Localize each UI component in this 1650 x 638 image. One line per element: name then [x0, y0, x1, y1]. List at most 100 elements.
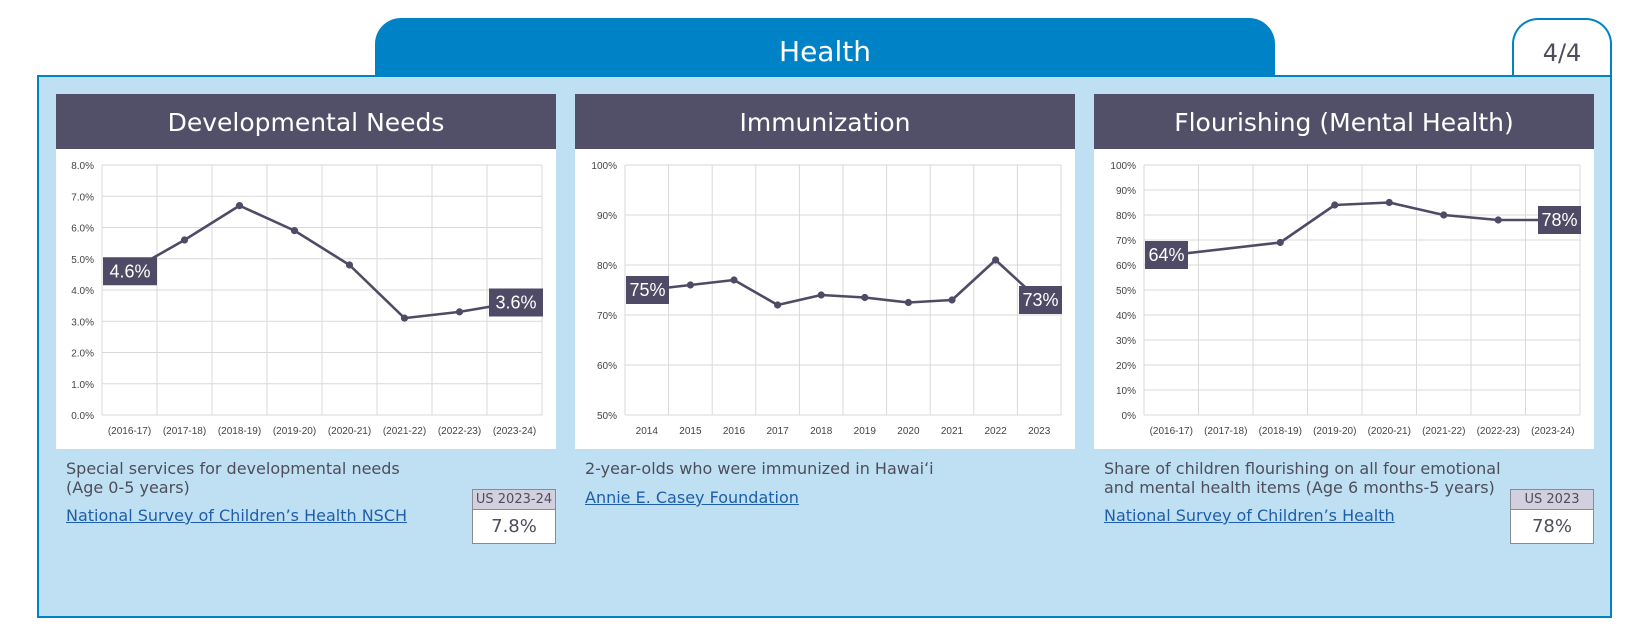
data-label-box [1145, 241, 1188, 269]
x-tick-label: (2020-21) [1368, 426, 1411, 437]
x-tick-label: 2018 [810, 426, 833, 437]
chart-svg-developmental-needs: 0.0% 1.0% 2.0% 3.0% 4.0% 5.0% 6.0% 7.0% 8.0% (201… [71, 161, 543, 437]
series-line [128, 204, 515, 320]
card-title-flourishing: Flourishing (Mental Health) [1094, 94, 1594, 149]
chart-immunization: 50% 60% 70% 80% 90% 100% 2014 2015 2016 2017 2018 2… [575, 149, 1075, 449]
y-tick-label: 90% [1116, 186, 1136, 197]
data-point [235, 202, 244, 210]
y-tick-label: 30% [1116, 336, 1136, 347]
y-tick-label: 80% [597, 261, 617, 272]
description-line: 2-year-olds who were immunized in Hawaiʻ… [585, 459, 934, 478]
x-tick-label: (2023-24) [493, 426, 536, 437]
description-line: Special services for developmental needs [66, 459, 400, 478]
source-link-nsch-flourishing[interactable]: National Survey of Children’s Health [1104, 506, 1395, 525]
chart-flourishing: 0% 10% 20% 30% 40% 50% 60% 70% 80% 90% 100% (2016-1… [1094, 149, 1594, 449]
chart-developmental-needs: 0.0% 1.0% 2.0% 3.0% 4.0% 5.0% 6.0% 7.0% 8.0% (201… [56, 149, 556, 449]
x-tick-label: 2020 [897, 426, 920, 437]
x-tick-label: (2018-19) [218, 426, 261, 437]
data-point [1440, 211, 1448, 219]
description-developmental-needs: Special services for developmental needs… [66, 459, 486, 497]
x-tick-label: (2018-19) [1259, 426, 1302, 437]
data-label: 4.6% [109, 261, 150, 281]
data-label-box [1538, 206, 1581, 234]
data-point [345, 261, 354, 269]
data-label-box [626, 276, 669, 304]
y-tick-label: 60% [597, 361, 617, 372]
us-comparison-label: US 2023-24 [473, 490, 555, 510]
x-tick-label: (2021-22) [383, 426, 426, 437]
data-label: 3.6% [495, 293, 536, 313]
x-tick-label: 2022 [984, 426, 1007, 437]
card-title-immunization: Immunization [575, 94, 1075, 149]
data-point [861, 293, 869, 302]
card-title-developmental-needs: Developmental Needs [56, 94, 556, 149]
description-line: and mental health items (Age 6 months-5 … [1104, 478, 1495, 497]
x-tick-label: (2022-23) [438, 426, 481, 437]
x-tick-label: 2019 [854, 426, 877, 437]
y-tick-label: 100% [1110, 161, 1136, 172]
y-tick-label: 0.0% [71, 411, 94, 422]
y-tick-label: 50% [1116, 286, 1136, 297]
description-immunization: 2-year-olds who were immunized in Hawaiʻ… [585, 459, 1005, 478]
data-point [904, 298, 912, 307]
y-tick-label: 5.0% [71, 255, 94, 266]
data-label-box [103, 257, 157, 286]
y-tick-label: 90% [597, 211, 617, 222]
y-tick-label: 8.0% [71, 161, 94, 172]
y-tick-label: 40% [1116, 311, 1136, 322]
data-point [1331, 201, 1339, 209]
y-tick-label: 70% [1116, 236, 1136, 247]
x-tick-label: (2019-20) [1313, 426, 1356, 437]
series-line [646, 258, 1041, 307]
y-tick-label: 10% [1116, 386, 1136, 397]
y-tick-label: 7.0% [71, 192, 94, 203]
us-comparison-value: 78% [1531, 516, 1572, 537]
x-tick-label: (2021-22) [1422, 426, 1465, 437]
x-tick-label: 2017 [766, 426, 789, 437]
y-tick-label: 70% [597, 311, 617, 322]
section-title: Health [375, 18, 1275, 76]
data-label-box [1019, 286, 1062, 314]
us-comparison-box: US 2023-24 7.8% [472, 489, 556, 544]
data-point [992, 256, 1000, 264]
x-tick-label: (2016-17) [108, 426, 151, 437]
x-tick-label: (2019-20) [273, 426, 316, 437]
data-point [180, 236, 189, 244]
chart-svg-immunization: 50% 60% 70% 80% 90% 100% 2014 2015 2016 2017 2018 2… [591, 161, 1062, 437]
us-comparison-label: US 2023 [1511, 490, 1593, 510]
data-point [1494, 216, 1502, 224]
data-label: 75% [629, 280, 665, 300]
us-comparison-box: US 2023 78% [1510, 489, 1594, 544]
description-line: (Age 0-5 years) [66, 478, 190, 497]
data-label: 78% [1541, 210, 1577, 230]
source-link-nsch[interactable]: National Survey of Children’s Health NSC… [66, 506, 408, 525]
data-point [1385, 198, 1393, 207]
data-point [730, 276, 738, 284]
x-tick-label: (2020-21) [328, 426, 371, 437]
source-link-annie-e-casey[interactable]: Annie E. Casey Foundation [585, 488, 799, 507]
data-point [290, 227, 299, 235]
us-comparison-value: 7.8% [491, 516, 537, 537]
y-tick-label: 0% [1122, 411, 1137, 422]
data-label: 73% [1022, 290, 1058, 310]
data-point [1276, 238, 1284, 247]
data-point [774, 301, 782, 309]
description-line: Share of children flourishing on all fou… [1104, 459, 1501, 478]
y-tick-label: 1.0% [71, 380, 94, 391]
data-label-box [489, 288, 543, 317]
y-tick-label: 50% [597, 411, 617, 422]
chart-svg-flourishing: 0% 10% 20% 30% 40% 50% 60% 70% 80% 90% 100% (2016-1… [1110, 161, 1581, 437]
y-tick-label: 4.0% [71, 286, 94, 297]
data-point [686, 281, 694, 289]
page-indicator: 4/4 [1512, 18, 1612, 76]
y-tick-label: 60% [1116, 261, 1136, 272]
x-tick-label: (2023-24) [1531, 426, 1574, 437]
y-tick-label: 20% [1116, 361, 1136, 372]
x-tick-label: (2017-18) [163, 426, 206, 437]
data-point [948, 296, 956, 304]
y-tick-label: 6.0% [71, 224, 94, 235]
description-flourishing: Share of children flourishing on all fou… [1104, 459, 1524, 497]
x-tick-label: (2017-18) [1204, 426, 1247, 437]
data-label: 64% [1148, 245, 1184, 265]
x-tick-label: (2022-23) [1477, 426, 1520, 437]
